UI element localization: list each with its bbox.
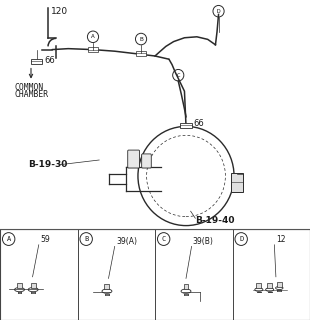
Text: 66: 66 bbox=[194, 119, 205, 128]
Text: D: D bbox=[239, 236, 243, 242]
Text: 120: 120 bbox=[51, 7, 68, 16]
Bar bbox=[267, 283, 272, 288]
Bar bbox=[31, 59, 42, 64]
Bar bbox=[277, 282, 282, 287]
Bar bbox=[256, 283, 261, 288]
Text: CHAMBER: CHAMBER bbox=[15, 90, 49, 99]
Text: COMMON: COMMON bbox=[15, 83, 44, 92]
Text: B: B bbox=[139, 36, 143, 42]
Text: B: B bbox=[84, 236, 88, 242]
Text: 39(A): 39(A) bbox=[116, 237, 137, 246]
Bar bbox=[0, 0, 310, 229]
Bar bbox=[104, 284, 109, 289]
Text: 59: 59 bbox=[40, 236, 50, 244]
Bar bbox=[231, 173, 243, 192]
Bar bbox=[88, 47, 98, 52]
Text: A: A bbox=[7, 236, 11, 242]
FancyBboxPatch shape bbox=[142, 154, 151, 168]
Text: B-19-40: B-19-40 bbox=[195, 216, 235, 225]
Text: 12: 12 bbox=[276, 236, 286, 244]
Bar bbox=[31, 283, 36, 288]
Bar bbox=[136, 51, 146, 56]
FancyBboxPatch shape bbox=[128, 150, 140, 168]
Bar bbox=[17, 283, 22, 288]
Text: C: C bbox=[162, 236, 166, 242]
Bar bbox=[180, 123, 192, 128]
Text: B-19-30: B-19-30 bbox=[28, 160, 67, 169]
Text: D: D bbox=[217, 9, 220, 14]
Text: 39(B): 39(B) bbox=[193, 237, 214, 246]
Text: C: C bbox=[176, 73, 180, 78]
Text: A: A bbox=[91, 34, 95, 39]
Bar bbox=[184, 284, 188, 289]
Text: 66: 66 bbox=[44, 56, 55, 65]
Bar bbox=[0, 229, 310, 320]
